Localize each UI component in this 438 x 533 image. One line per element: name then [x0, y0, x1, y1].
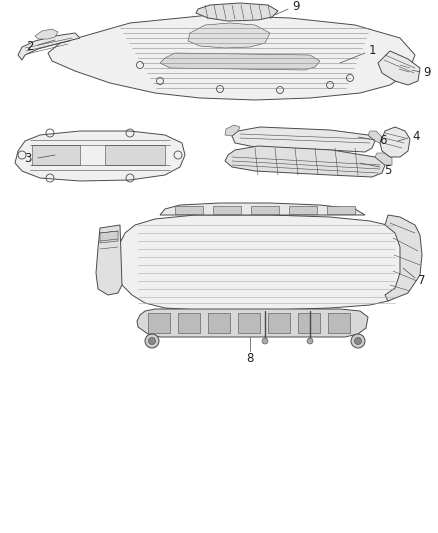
Circle shape: [262, 338, 268, 344]
Circle shape: [354, 337, 361, 344]
Polygon shape: [35, 29, 58, 39]
Text: 1: 1: [368, 44, 376, 58]
Circle shape: [145, 334, 159, 348]
Polygon shape: [396, 61, 415, 77]
Polygon shape: [96, 225, 122, 295]
Text: 8: 8: [246, 351, 254, 365]
Text: 6: 6: [379, 133, 387, 147]
Polygon shape: [328, 313, 350, 333]
Polygon shape: [32, 145, 80, 165]
Polygon shape: [48, 15, 415, 100]
Polygon shape: [137, 309, 368, 337]
Polygon shape: [327, 206, 355, 214]
Circle shape: [148, 337, 155, 344]
Polygon shape: [298, 313, 320, 333]
Polygon shape: [368, 131, 382, 143]
Text: 5: 5: [384, 164, 392, 176]
Polygon shape: [225, 125, 240, 136]
Polygon shape: [268, 313, 290, 333]
Polygon shape: [380, 127, 410, 157]
Polygon shape: [251, 206, 279, 214]
Polygon shape: [148, 313, 170, 333]
Polygon shape: [18, 33, 80, 60]
Polygon shape: [232, 127, 375, 152]
Polygon shape: [160, 53, 320, 70]
Polygon shape: [375, 153, 392, 165]
Text: 7: 7: [418, 274, 426, 287]
Text: 2: 2: [26, 39, 34, 52]
Polygon shape: [238, 313, 260, 333]
Polygon shape: [15, 131, 185, 181]
Text: 3: 3: [25, 152, 32, 166]
Polygon shape: [118, 215, 418, 310]
Polygon shape: [385, 215, 422, 301]
Text: 9: 9: [292, 1, 300, 13]
Text: 9: 9: [423, 67, 431, 79]
Text: 4: 4: [412, 131, 420, 143]
Circle shape: [351, 334, 365, 348]
Polygon shape: [100, 231, 118, 243]
Polygon shape: [178, 313, 200, 333]
Circle shape: [307, 338, 313, 344]
Polygon shape: [175, 206, 203, 214]
Polygon shape: [378, 51, 420, 85]
Polygon shape: [289, 206, 317, 214]
Polygon shape: [196, 3, 278, 21]
Polygon shape: [213, 206, 241, 214]
Polygon shape: [160, 203, 365, 215]
Polygon shape: [188, 23, 270, 48]
Polygon shape: [225, 146, 385, 177]
Polygon shape: [208, 313, 230, 333]
Polygon shape: [105, 145, 165, 165]
